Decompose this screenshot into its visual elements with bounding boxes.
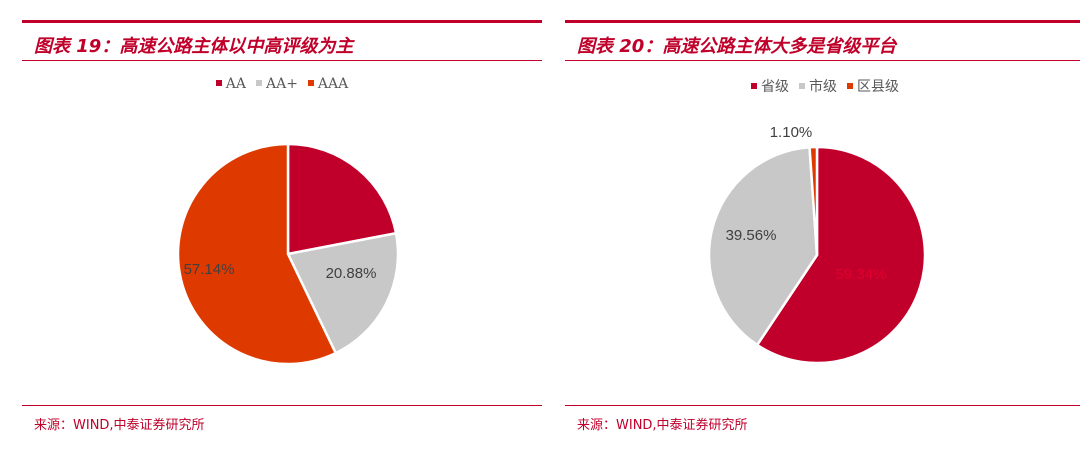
legend-label: 市级 [809, 79, 837, 95]
legend-swatch [255, 80, 262, 86]
pie-slice-aaa [176, 142, 337, 366]
chart-panel-platform-level: 图表 20：高速公路主体大多是省级平台 省级 市级 区县级 59.34% 39.56%… [565, 0, 1080, 450]
legend-swatch [847, 83, 853, 89]
chart-legend: 省级 市级 区县级 [565, 76, 1080, 96]
data-label-slice-1: 59.34% [836, 266, 887, 283]
legend-item-aa: AA [215, 76, 246, 92]
legend-item-aa-plus: AA+ [255, 76, 298, 92]
data-label-aa: 21.98% [315, 194, 366, 211]
data-label-slice-3: 1.10% [770, 124, 813, 141]
pie-chart: 59.34% 39.56% 1.10% [707, 124, 927, 365]
chart-title: 图表 19：高速公路主体以中高评级为主 [34, 36, 354, 57]
title-rule [22, 60, 542, 61]
legend-label: 省级 [761, 79, 789, 95]
legend-item-slice-2: 市级 [799, 76, 837, 96]
top-rule [22, 20, 542, 23]
pie-slice-slice-2 [707, 146, 819, 347]
legend-label: AA+ [265, 76, 298, 92]
chart-panel-rating: 图表 19：高速公路主体以中高评级为主 AA AA+ AAA 21.98% 20.88… [22, 0, 542, 450]
legend-item-slice-3: 区县级 [847, 76, 899, 96]
bottom-rule [565, 405, 1080, 406]
pie-slice-slice-3 [808, 145, 819, 257]
legend-swatch [751, 83, 757, 89]
chart-title: 图表 20：高速公路主体大多是省级平台 [577, 36, 897, 57]
legend-label: AA [225, 76, 246, 92]
title-rule [565, 60, 1080, 61]
data-label-aaa: 57.14% [184, 261, 235, 278]
source-note: 来源：WIND,中泰证券研究所 [34, 418, 205, 433]
data-label-slice-2: 39.56% [726, 227, 777, 244]
legend-swatch [799, 83, 805, 89]
chart-legend: AA AA+ AAA [22, 76, 542, 92]
legend-label: 区县级 [857, 79, 899, 95]
pie-chart: 21.98% 20.88% 57.14% [176, 142, 400, 366]
legend-swatch [307, 80, 314, 86]
data-label-aa-plus: 20.88% [326, 265, 377, 282]
top-rule [565, 20, 1080, 23]
source-note: 来源：WIND,中泰证券研究所 [577, 418, 748, 433]
legend-item-slice-1: 省级 [751, 76, 789, 96]
legend-swatch [215, 80, 222, 86]
legend-label: AAA [317, 76, 349, 92]
pie-slice-aa [286, 142, 398, 256]
pie-slice-aa-plus [286, 232, 400, 355]
bottom-rule [22, 405, 542, 406]
pie-slice-slice-1 [755, 145, 927, 365]
legend-item-aaa: AAA [307, 76, 349, 92]
